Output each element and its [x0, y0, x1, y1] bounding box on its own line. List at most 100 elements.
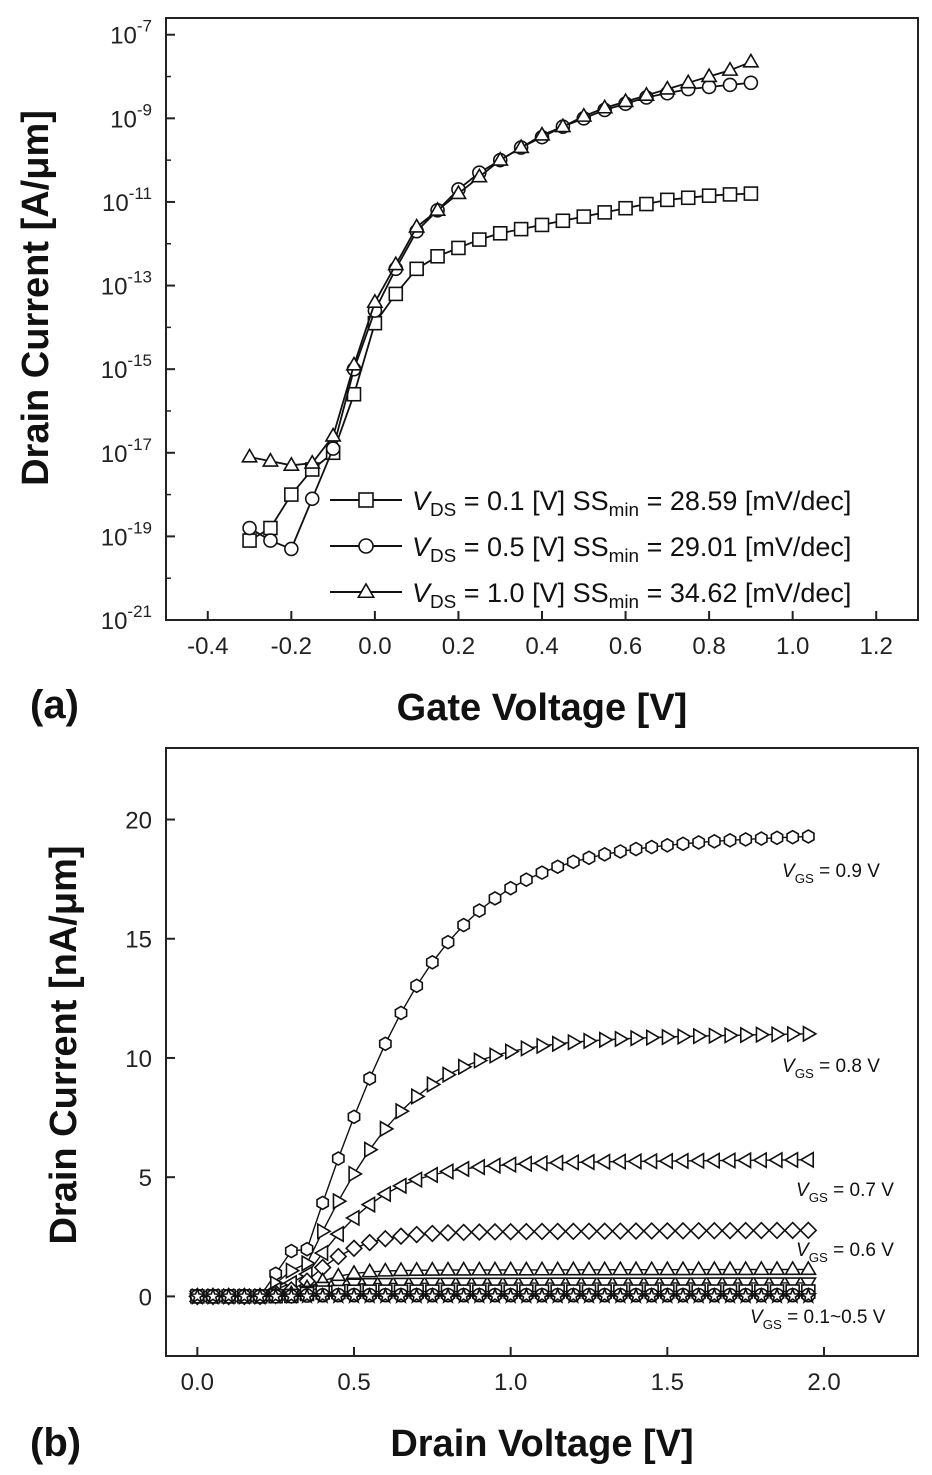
panel-b-x-tick-label: 1.0: [494, 1369, 527, 1396]
panel-b-data-point: [455, 1260, 473, 1276]
panel-b-data-point: [438, 1162, 454, 1181]
panel-b-data-point: [376, 1185, 392, 1203]
panel-b-data-point: [689, 1152, 705, 1170]
panel-b-data-point: [736, 1151, 752, 1169]
panel-a-data-point: [241, 447, 259, 463]
panel-a-y-tick-label: 10-21: [101, 602, 152, 635]
panel-a-legend-entry: VDS = 0.5 [V] SSmin = 29.01 [mV/dec]: [412, 532, 851, 567]
panel-b-data-point: [567, 1033, 583, 1051]
panel-a-data-point: [700, 67, 718, 83]
panel-b-data-point: [613, 844, 627, 859]
panel-a-data-point: [596, 98, 614, 114]
panel-a-y-tick-label: 10-9: [110, 100, 152, 133]
panel-a-legend-marker: [358, 538, 374, 554]
panel-b-data-point: [674, 1260, 692, 1276]
panel-b-data-point: [410, 978, 424, 994]
panel-b-data-point: [470, 1158, 486, 1176]
panel-a-x-axis-title: Gate Voltage [V]: [397, 687, 688, 729]
panel-b-data-point: [517, 1286, 536, 1304]
panel-b-data-point: [548, 1222, 567, 1241]
panel-b-series-line: [197, 835, 809, 1298]
panel-b-data-point: [344, 1286, 364, 1304]
panel-b-data-point: [485, 1286, 505, 1304]
panel-b-data-point: [754, 831, 768, 847]
panel-a-data-point: [637, 86, 655, 102]
panel-b-data-point: [392, 1227, 410, 1246]
panel-b-data-point: [285, 1262, 301, 1280]
panel-b-data-point: [580, 1260, 598, 1276]
panel-b-data-point: [423, 1166, 439, 1184]
panel-a-data-point: [743, 186, 759, 201]
panel-b-data-point: [454, 1286, 473, 1304]
panel-b-data-point: [407, 1286, 426, 1304]
panel-b-data-point: [692, 1027, 708, 1045]
panel-b-data-point: [361, 1262, 379, 1278]
panel-b-x-tick-label: 0.0: [181, 1369, 214, 1396]
panel-b-x-axis-title: Drain Voltage [V]: [390, 1423, 693, 1465]
panel-b-data-point: [329, 1247, 348, 1266]
panel-b-data-point: [721, 1221, 739, 1240]
panel-b-data-point: [596, 1260, 614, 1276]
panel-a-x-tick-label: 0.6: [609, 633, 642, 660]
panel-b-series: [188, 829, 818, 1306]
panel-a-data-point: [449, 184, 467, 200]
panel-b-data-point: [658, 1286, 677, 1304]
panel-b-curve-label: VGS = 0.9 V: [782, 861, 880, 886]
panel-b-data-point: [360, 1233, 379, 1252]
panel-b-data-point: [219, 1286, 238, 1305]
panel-b-data-point: [642, 1222, 661, 1240]
panel-a-x-tick-label: 1.0: [776, 633, 809, 660]
panel-b-data-point: [689, 1286, 708, 1304]
panel-b-data-point: [723, 832, 737, 848]
panel-a-data-point: [575, 107, 593, 122]
panel-b-data-point: [767, 1286, 787, 1304]
panel-a-data-point: [282, 456, 300, 471]
panel-a-data-point: [618, 200, 633, 216]
panel-a-data-point: [617, 92, 635, 108]
panel-b-data-point: [472, 903, 486, 918]
panel-a-data-point: [388, 286, 404, 302]
panel-a-data-point: [408, 217, 426, 233]
panel-b-data-point: [439, 1223, 457, 1242]
panel-a-data-point: [680, 190, 696, 206]
panel-b-data-point: [802, 1025, 818, 1043]
panel-b-data-point: [579, 1286, 599, 1304]
panel-a-data-point: [658, 79, 676, 95]
panel-a-y-tick-label: 10-17: [101, 435, 152, 468]
panel-a-x-tick-label: -0.2: [271, 633, 312, 660]
panel-b-data-point: [391, 1177, 407, 1195]
panel-b-data-point: [410, 1087, 426, 1106]
panel-b-data-point: [661, 1028, 677, 1046]
panel-b-data-point: [611, 1153, 627, 1171]
panel-a-data-point: [492, 225, 508, 241]
panel-b-data-point: [313, 1286, 332, 1304]
panel-a-data-point: [721, 61, 739, 76]
panel-b-data-point: [394, 1005, 408, 1021]
panel-b-data-point: [770, 830, 784, 846]
panel-b-curve-label: VGS = 0.8 V: [782, 1056, 880, 1081]
panel-a-data-point: [324, 426, 342, 442]
panel-b-data-point: [551, 859, 565, 875]
panel-b-y-tick-label: 5: [139, 1165, 152, 1192]
panel-b-y-tick-label: 10: [125, 1046, 152, 1073]
panel-b-data-point: [376, 1261, 394, 1277]
panel-b-data-point: [783, 1221, 802, 1240]
panel-b-data-point: [674, 1221, 692, 1240]
panel-a-data-point: [304, 491, 320, 507]
panel-b-data-point: [439, 1261, 457, 1276]
panel-b-data-point: [376, 1286, 395, 1304]
panel-a-data-point: [701, 79, 717, 95]
panel-b-curve-label: VGS = 0.6 V: [796, 1240, 894, 1265]
panel-b-data-point: [454, 1160, 470, 1178]
panel-b-data-point: [441, 934, 455, 950]
panel-b-x-tick-label: 1.5: [651, 1369, 684, 1396]
panel-b-data-point: [676, 836, 690, 852]
panel-b-data-point: [582, 850, 596, 866]
panel-b-data-point: [755, 1026, 771, 1044]
panel-b-data-point: [345, 1239, 363, 1258]
panel-a-x-tick-label: 0.2: [442, 633, 475, 660]
panel-a-series: [241, 52, 760, 557]
panel-b-data-point: [708, 1027, 724, 1045]
panel-b-data-point: [783, 1151, 799, 1169]
panel-b-data-point: [502, 1260, 520, 1276]
